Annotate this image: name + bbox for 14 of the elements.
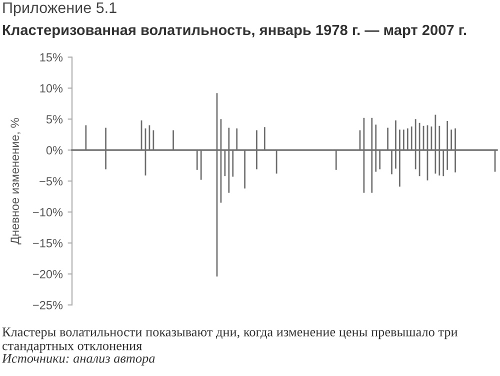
- y-tick-label: 10%: [40, 84, 63, 93]
- y-tick-label: 15%: [40, 53, 63, 62]
- chart-title: Кластеризованная волатильность, январь 1978 г. — март 2007 г.: [2, 24, 466, 38]
- y-axis-title: Дневное изменение, %: [10, 118, 22, 244]
- y-tick-label: −5%: [40, 177, 63, 186]
- y-tick-label: 5%: [46, 115, 63, 124]
- text: Источники: анализ автора: [2, 354, 155, 366]
- y-tick-label: −10%: [33, 208, 63, 216]
- y-tick-label: −25%: [33, 300, 63, 310]
- chart-subtitle: Приложение 5.1: [3, 2, 116, 16]
- y-tick-label: 0%: [46, 146, 63, 154]
- text: Кластеры волатильности показывают дни, когда изменение цены превышало три стандартных отклонения: [2, 328, 458, 353]
- y-tick-label: −20%: [33, 270, 63, 278]
- y-tick-label: −15%: [33, 239, 63, 248]
